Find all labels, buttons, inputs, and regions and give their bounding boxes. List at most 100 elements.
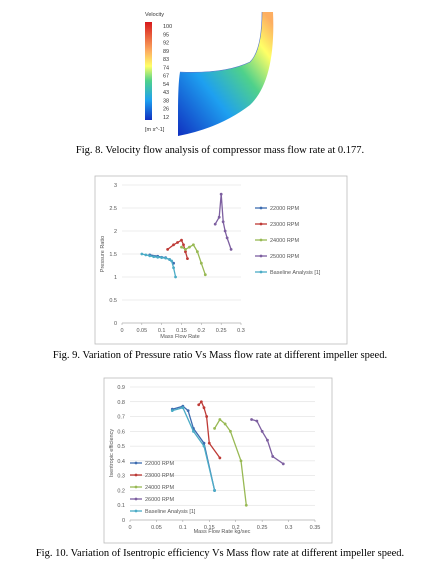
data-point bbox=[174, 275, 177, 279]
data-point bbox=[182, 243, 185, 247]
data-point bbox=[170, 259, 173, 263]
y-axis-title: Pressure Ratio bbox=[100, 236, 106, 272]
data-point bbox=[192, 243, 195, 247]
legend-label: Baseline Analysis [1] bbox=[270, 270, 321, 276]
data-point bbox=[148, 254, 152, 258]
data-point bbox=[218, 456, 222, 460]
x-tick-label: 0.3 bbox=[237, 328, 245, 334]
legend-value: 92 bbox=[163, 41, 169, 47]
data-point bbox=[229, 248, 233, 251]
legend-marker bbox=[134, 497, 138, 501]
data-point bbox=[203, 273, 207, 277]
data-point bbox=[197, 403, 201, 407]
data-point bbox=[140, 252, 144, 256]
data-point bbox=[223, 422, 227, 426]
legend-value: 100 bbox=[163, 24, 172, 30]
legend-value: 12 bbox=[163, 115, 169, 121]
legend-marker bbox=[134, 509, 138, 513]
data-point bbox=[205, 415, 209, 418]
legend-marker bbox=[259, 254, 263, 258]
x-tick-label: 0.2 bbox=[232, 525, 240, 531]
data-point bbox=[164, 256, 168, 260]
legend-label: 24000 RPM bbox=[145, 485, 174, 491]
y-tick-label: 0 bbox=[122, 518, 125, 524]
data-point bbox=[166, 248, 170, 251]
x-tick-label: 0.15 bbox=[204, 525, 215, 531]
data-point bbox=[184, 248, 187, 251]
legend-value: 89 bbox=[163, 49, 169, 55]
data-point bbox=[271, 455, 275, 458]
data-point bbox=[218, 418, 222, 421]
legend-label: 22000 RPM bbox=[145, 461, 174, 467]
data-point bbox=[239, 459, 243, 463]
data-point bbox=[207, 441, 211, 445]
legend-units: [m s^-1] bbox=[145, 127, 165, 133]
data-point bbox=[202, 441, 206, 445]
data-point bbox=[244, 503, 248, 507]
data-point bbox=[172, 266, 175, 270]
y-axis-title: Isentropic efficiency bbox=[109, 429, 115, 477]
data-point bbox=[266, 438, 269, 442]
data-point bbox=[186, 257, 189, 260]
data-point bbox=[144, 253, 148, 257]
data-point bbox=[168, 258, 172, 261]
legend-value: 67 bbox=[163, 74, 169, 80]
data-point bbox=[192, 429, 195, 433]
data-point bbox=[223, 229, 227, 233]
x-tick-label: 0.35 bbox=[310, 525, 321, 531]
x-tick-label: 0.25 bbox=[216, 328, 227, 334]
data-point bbox=[170, 409, 174, 413]
legend-marker bbox=[134, 473, 138, 477]
data-point bbox=[152, 255, 156, 259]
data-point bbox=[160, 256, 164, 260]
data-point bbox=[213, 426, 216, 430]
x-tick-label: 0.1 bbox=[158, 328, 166, 334]
data-point bbox=[202, 444, 206, 448]
data-point bbox=[213, 489, 216, 492]
color-bar bbox=[145, 22, 152, 120]
chart-frame bbox=[103, 377, 333, 544]
x-tick-label: 0.05 bbox=[136, 328, 147, 334]
x-tick-label: 0 bbox=[120, 328, 123, 334]
legend-marker bbox=[259, 222, 263, 226]
y-tick-label: 0.2 bbox=[117, 488, 125, 494]
data-point bbox=[195, 250, 199, 254]
series-line bbox=[214, 418, 247, 506]
data-point bbox=[250, 418, 253, 421]
y-tick-label: 0.7 bbox=[117, 415, 125, 421]
y-tick-label: 0 bbox=[114, 321, 117, 327]
y-tick-label: 0.5 bbox=[117, 444, 125, 450]
x-tick-label: 0.3 bbox=[285, 525, 293, 531]
legend-value: 38 bbox=[163, 98, 169, 104]
contour-edge bbox=[179, 11, 263, 73]
legend-label: 26000 RPM bbox=[145, 497, 174, 503]
data-point bbox=[188, 245, 191, 249]
data-point bbox=[184, 250, 187, 254]
data-point bbox=[186, 409, 190, 413]
x-tick-label: 0.25 bbox=[257, 525, 268, 531]
data-point bbox=[180, 245, 183, 249]
caption: Fig. 9. Variation of Pressure ratio Vs M… bbox=[53, 350, 387, 361]
legend-label: 25000 RPM bbox=[270, 254, 299, 260]
x-tick-label: 0.2 bbox=[198, 328, 206, 334]
legend-value: 83 bbox=[163, 57, 169, 63]
data-point bbox=[217, 215, 221, 219]
legend-label: 22000 RPM bbox=[270, 206, 299, 212]
x-axis-title: Mass Flow Rate bbox=[160, 334, 199, 340]
y-tick-label: 2.5 bbox=[109, 206, 117, 212]
y-tick-label: 0.1 bbox=[117, 503, 125, 509]
x-tick-label: 0 bbox=[128, 525, 131, 531]
legend-label: Baseline Analysis [1] bbox=[145, 509, 196, 515]
legend-marker bbox=[259, 270, 263, 274]
legend-marker bbox=[259, 206, 263, 210]
x-tick-label: 0.05 bbox=[151, 525, 162, 531]
data-point bbox=[225, 236, 229, 240]
legend-marker bbox=[134, 485, 138, 489]
y-tick-label: 1.5 bbox=[109, 252, 117, 258]
y-tick-label: 0.9 bbox=[117, 385, 125, 391]
y-tick-label: 0.6 bbox=[117, 429, 125, 435]
data-point bbox=[202, 406, 206, 410]
legend-label: 23000 RPM bbox=[145, 473, 174, 479]
